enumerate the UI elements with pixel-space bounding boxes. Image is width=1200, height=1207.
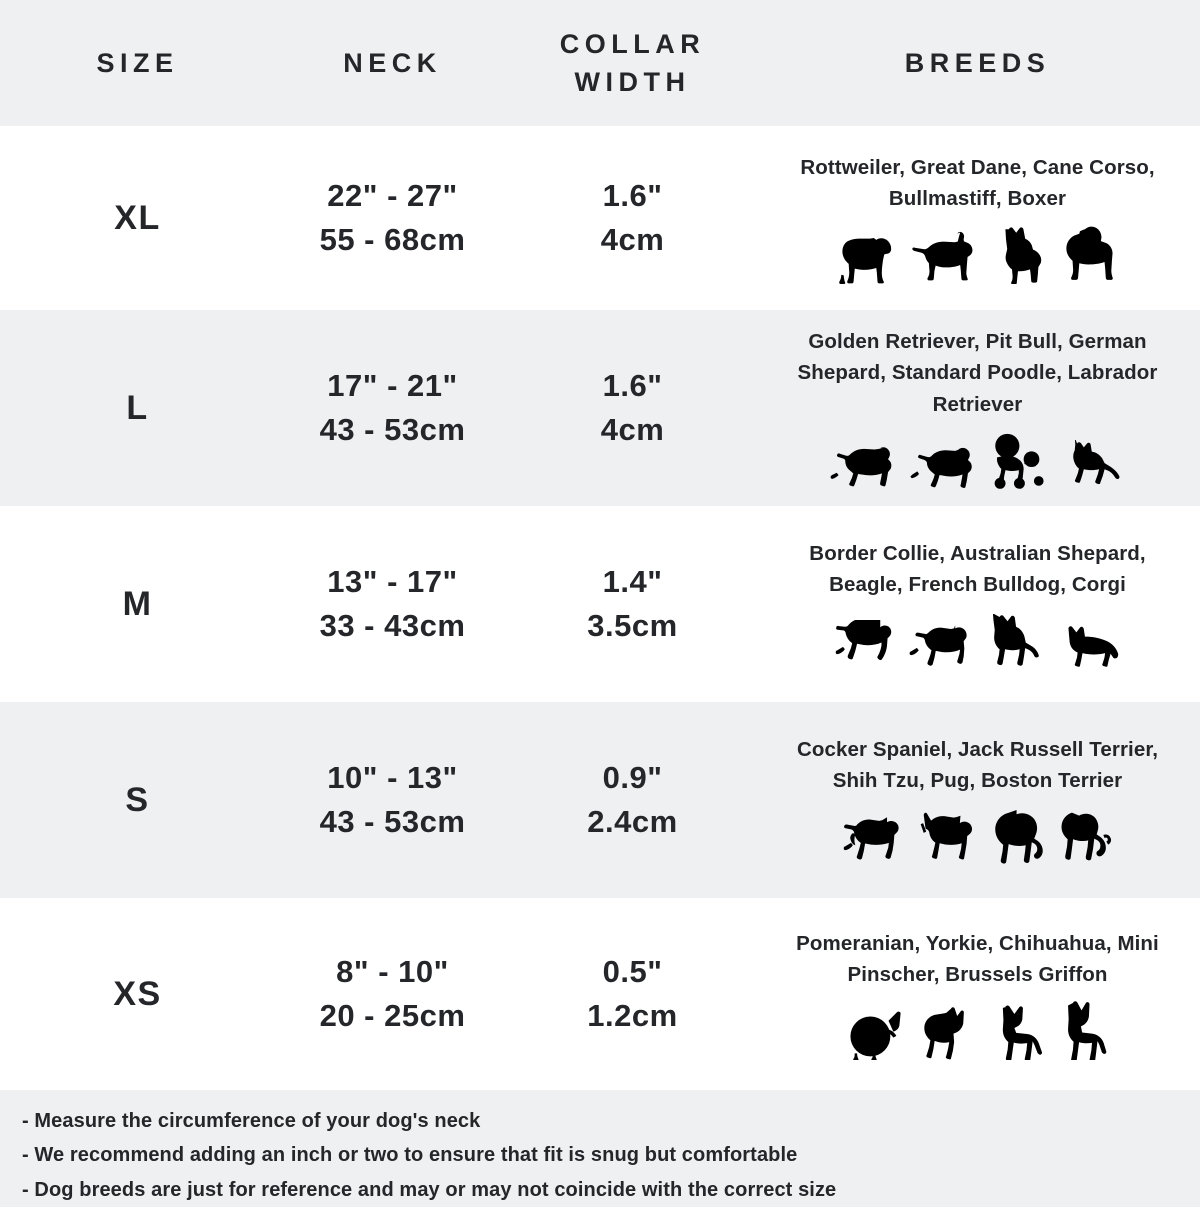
column-header-breeds: BREEDS	[904, 47, 1051, 78]
collar-width-cell: 1.4" 3.5cm	[510, 560, 755, 648]
table-row: L 17" - 21" 43 - 53cm 1.6" 4cm Golden Re…	[0, 310, 1200, 506]
breed-silhouettes	[845, 998, 1111, 1061]
beagle-silhouette	[909, 625, 967, 666]
size-label: S	[125, 780, 150, 819]
collar-width-inches: 0.9"	[602, 759, 663, 795]
breeds-list: Border Collie, Australian Shepard, Beagl…	[809, 541, 1146, 596]
size-label: XS	[113, 974, 162, 1013]
collar-width-cell: 0.5" 1.2cm	[510, 950, 755, 1038]
column-header-size: SIZE	[96, 47, 179, 78]
pug-silhouette	[1061, 812, 1111, 861]
breed-silhouettes	[843, 804, 1113, 866]
collar-width-inches: 0.5"	[602, 953, 663, 989]
collar-width-cell: 1.6" 4cm	[510, 364, 755, 452]
great-dane-silhouette	[911, 231, 972, 281]
collar-width-centimeters: 2.4cm	[587, 804, 678, 839]
breed-silhouettes	[833, 222, 1123, 285]
table-row: S 10" - 13" 43 - 53cm 0.9" 2.4cm Cocker …	[0, 702, 1200, 898]
size-cell: M	[0, 585, 275, 624]
breeds-cell: Golden Retriever, Pit Bull, German Shepa…	[755, 326, 1200, 489]
table-row: XS 8" - 10" 20 - 25cm 0.5" 1.2cm Pomeran…	[0, 898, 1200, 1090]
labrador-silhouette	[910, 447, 972, 488]
breed-silhouettes	[830, 428, 1126, 490]
collar-width-inches: 1.6"	[602, 367, 663, 403]
column-header-collar-width-line2: WIDTH	[574, 67, 691, 97]
size-label: L	[126, 388, 149, 427]
size-cell: XL	[0, 199, 275, 238]
neck-centimeters: 43 - 53cm	[319, 412, 466, 447]
jack-russell-silhouette	[920, 812, 972, 860]
neck-centimeters: 43 - 53cm	[319, 804, 466, 839]
column-header-neck: NECK	[343, 47, 442, 78]
border-collie-silhouette	[835, 620, 891, 661]
breeds-list: Cocker Spaniel, Jack Russell Terrier, Sh…	[796, 737, 1159, 792]
breed-silhouettes	[835, 608, 1121, 670]
neck-centimeters: 33 - 43cm	[319, 608, 466, 643]
neck-inches: 10" - 13"	[327, 759, 458, 795]
collar-width-cell: 0.9" 2.4cm	[510, 756, 755, 844]
size-label: M	[122, 584, 153, 623]
neck-cell: 13" - 17" 33 - 43cm	[275, 560, 510, 648]
size-cell: L	[0, 389, 275, 428]
golden-retriever-silhouette	[830, 446, 891, 487]
mini-pinscher-silhouette	[1067, 1001, 1106, 1061]
table-row: M 13" - 17" 33 - 43cm 1.4" 3.5cm Border …	[0, 506, 1200, 702]
breeds-list: Pomeranian, Yorkie, Chihuahua, Mini Pins…	[796, 931, 1159, 986]
bullmastiff-silhouette	[1065, 226, 1113, 281]
table-header-row: SIZE NECK COLLAR WIDTH BREEDS	[0, 0, 1200, 126]
note-measure: - Measure the circumference of your dog'…	[22, 1110, 481, 1132]
yorkie-silhouette	[923, 1007, 964, 1060]
collar-width-inches: 1.4"	[602, 563, 663, 599]
column-header-collar-width: COLLAR WIDTH	[510, 25, 755, 102]
doberman-silhouette	[1004, 227, 1041, 285]
german-shepherd-silhouette	[1072, 439, 1119, 484]
neck-centimeters: 55 - 68cm	[319, 222, 466, 257]
collar-width-inches: 1.6"	[602, 177, 663, 213]
corgi-silhouette	[1067, 626, 1118, 667]
breeds-cell: Rottweiler, Great Dane, Cane Corso, Bull…	[755, 152, 1200, 285]
size-label: XL	[114, 198, 161, 237]
note-recommend: - We recommend adding an inch or two to …	[22, 1144, 798, 1167]
neck-inches: 13" - 17"	[327, 563, 458, 599]
size-cell: S	[0, 781, 275, 820]
breeds-cell: Cocker Spaniel, Jack Russell Terrier, Sh…	[755, 734, 1200, 866]
neck-inches: 22" - 27"	[327, 177, 458, 213]
collar-width-centimeters: 4cm	[600, 412, 665, 447]
cocker-spaniel-silhouette	[843, 817, 899, 860]
chihuahua-silhouette	[1002, 1005, 1042, 1061]
neck-cell: 17" - 21" 43 - 53cm	[275, 364, 510, 452]
size-cell: XS	[0, 975, 275, 1014]
breeds-cell: Border Collie, Australian Shepard, Beagl…	[755, 538, 1200, 670]
note-reference: - Dog breeds are just for reference and …	[22, 1178, 837, 1201]
breeds-list: Golden Retriever, Pit Bull, German Shepa…	[797, 330, 1158, 416]
breeds-list: Rottweiler, Great Dane, Cane Corso, Bull…	[800, 155, 1155, 210]
shih-tzu-silhouette	[994, 810, 1043, 864]
column-header-collar-width-line1: COLLAR	[559, 28, 706, 59]
poodle-silhouette	[994, 433, 1044, 489]
french-bulldog-silhouette	[992, 614, 1039, 666]
collar-width-centimeters: 3.5cm	[587, 608, 678, 643]
collar-width-centimeters: 1.2cm	[587, 998, 678, 1033]
neck-inches: 8" - 10"	[336, 953, 449, 989]
neck-cell: 22" - 27" 55 - 68cm	[275, 174, 510, 262]
rottweiler-silhouette	[838, 238, 891, 285]
collar-width-cell: 1.6" 4cm	[510, 174, 755, 262]
table-row: XL 22" - 27" 55 - 68cm 1.6" 4cm Rottweil…	[0, 126, 1200, 310]
neck-centimeters: 20 - 25cm	[319, 998, 466, 1033]
collar-width-centimeters: 4cm	[600, 222, 665, 257]
pomeranian-silhouette	[849, 1011, 901, 1061]
footer-notes: - Measure the circumference of your dog'…	[0, 1090, 1200, 1207]
neck-cell: 8" - 10" 20 - 25cm	[275, 950, 510, 1038]
breeds-cell: Pomeranian, Yorkie, Chihuahua, Mini Pins…	[755, 928, 1200, 1061]
neck-inches: 17" - 21"	[327, 367, 458, 403]
neck-cell: 10" - 13" 43 - 53cm	[275, 756, 510, 844]
